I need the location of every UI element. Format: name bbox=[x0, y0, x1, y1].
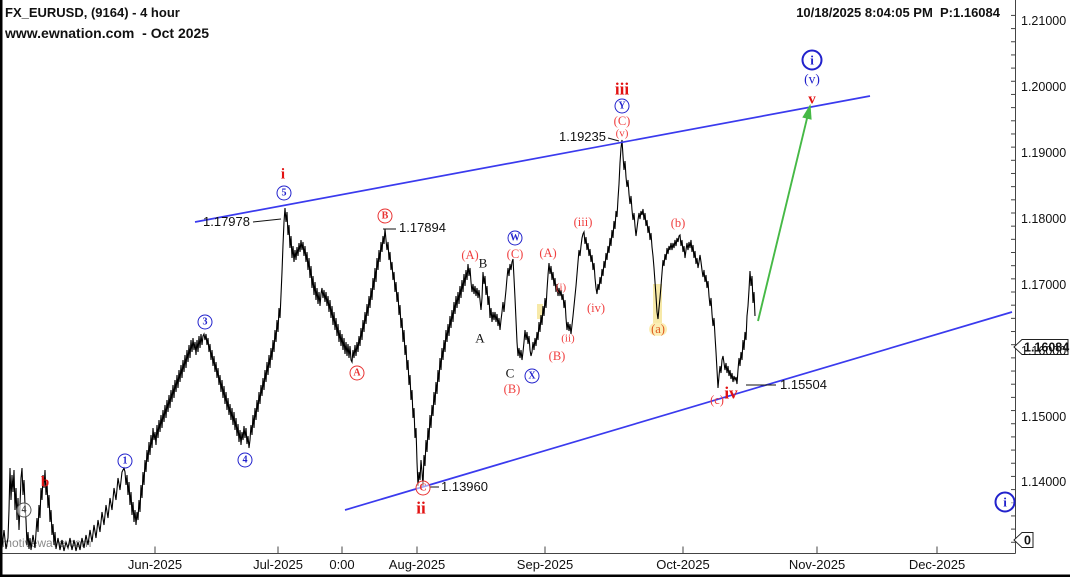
price-line-series[interactable] bbox=[0, 139, 756, 552]
wave-label-v[interactable]: (v) bbox=[615, 127, 629, 140]
wave-label-B-circled[interactable]: B bbox=[377, 208, 393, 224]
wave-label-iii[interactable]: iii bbox=[614, 79, 630, 99]
wave-label-4-circled[interactable]: 4 bbox=[237, 452, 253, 468]
zero-price-badge-value: 0 bbox=[1024, 534, 1031, 548]
wave-label-b[interactable]: b bbox=[40, 474, 50, 491]
wave-label-C-circled[interactable]: C bbox=[415, 480, 431, 496]
current-price-badge-value: 1.16084 bbox=[1024, 341, 1069, 355]
price-callout-line bbox=[252, 218, 282, 223]
current-price-badge bbox=[1013, 339, 1069, 355]
wave-label-iv[interactable]: (iv) bbox=[586, 300, 606, 315]
selection-highlight-0 bbox=[653, 284, 662, 324]
channel-trendline-upper[interactable] bbox=[194, 95, 871, 223]
zero-price-badge bbox=[1013, 532, 1034, 548]
timestamp-price-readout: 10/18/2025 8:04:05 PM P:1.16084 bbox=[796, 5, 1000, 20]
wave-label-a[interactable]: (a) bbox=[649, 321, 667, 336]
wave-label-iii[interactable]: (iii) bbox=[573, 214, 593, 229]
wave-label-B[interactable]: (B) bbox=[503, 381, 521, 396]
projection-arrow-line[interactable] bbox=[757, 105, 811, 322]
wave-label-W-circled[interactable]: W bbox=[507, 230, 523, 246]
bottom-border bbox=[0, 574, 1070, 577]
wave-label-i-circled[interactable]: i bbox=[994, 491, 1016, 513]
wave-label-v[interactable]: (v) bbox=[804, 71, 820, 87]
wave-label-A[interactable]: (A) bbox=[461, 247, 479, 262]
channel-trendline-lower[interactable] bbox=[344, 311, 1013, 511]
site-watermark-line: www.ewnation.com - Oct 2025 bbox=[5, 25, 210, 41]
wave-label-B[interactable]: B bbox=[478, 255, 488, 271]
wave-label-C[interactable]: C bbox=[505, 365, 515, 381]
motivewave-watermark: motivewave.com bbox=[2, 536, 92, 550]
wave-label-A[interactable]: (A) bbox=[539, 245, 557, 260]
price-callout-line bbox=[607, 137, 620, 142]
wave-label-1-circled[interactable]: 1 bbox=[117, 453, 133, 469]
projection-arrowhead bbox=[802, 104, 812, 120]
wave-label-c[interactable]: (c) bbox=[710, 392, 724, 407]
wave-label-C[interactable]: (C) bbox=[506, 246, 524, 261]
wave-label-B[interactable]: (B) bbox=[548, 348, 566, 363]
wave-label-iv[interactable]: iv bbox=[724, 383, 738, 403]
selection-highlight-1 bbox=[537, 304, 543, 319]
wave-label-A-circled[interactable]: A bbox=[349, 365, 365, 381]
wave-label-C[interactable]: (C) bbox=[613, 113, 631, 128]
symbol-title: FX_EURUSD, (9164) - 4 hour bbox=[5, 5, 180, 20]
left-border bbox=[0, 0, 3, 577]
wave-label-ii[interactable]: (ii) bbox=[561, 332, 575, 345]
wave-label-v[interactable]: v bbox=[808, 91, 816, 108]
wave-label-i-circled[interactable]: i bbox=[801, 49, 823, 71]
wave-label-b[interactable]: (b) bbox=[670, 215, 686, 230]
wave-label-Y-circled[interactable]: Y bbox=[614, 98, 630, 114]
wave-label-A[interactable]: A bbox=[475, 330, 485, 346]
wave-label-i[interactable]: (i) bbox=[555, 281, 567, 294]
wave-label-i[interactable]: i bbox=[280, 166, 286, 183]
wave-label-4-circled[interactable]: 4 bbox=[16, 502, 32, 518]
wave-label-3-circled[interactable]: 3 bbox=[197, 314, 213, 330]
wave-label-5-circled[interactable]: 5 bbox=[276, 185, 292, 201]
wave-label-X-circled[interactable]: X bbox=[524, 368, 540, 384]
wave-label-ii[interactable]: ii bbox=[416, 498, 426, 518]
